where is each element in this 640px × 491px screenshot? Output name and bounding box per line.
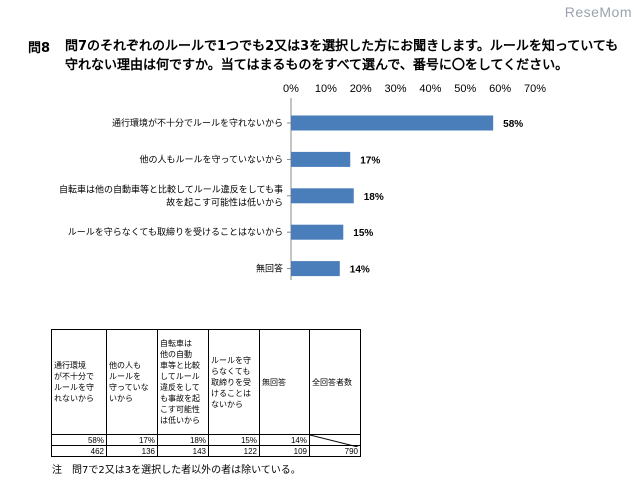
header-line: 取締りを受 bbox=[211, 377, 251, 387]
header-line: は低いから bbox=[160, 416, 200, 425]
header-line: が不十分で bbox=[54, 372, 94, 381]
x-tick-label: 30% bbox=[385, 83, 407, 95]
header-5: 全回答者数 bbox=[312, 377, 358, 388]
data-label: 17% bbox=[360, 155, 380, 166]
header-line: 全回答者数 bbox=[312, 377, 352, 387]
category-label: 自転車は他の自動車等と比較してルール違反をしても事 bbox=[59, 183, 283, 195]
table-header-cell: 全回答者数 bbox=[309, 329, 361, 435]
x-tick-label: 20% bbox=[350, 83, 372, 95]
table-cell: 109 bbox=[259, 445, 310, 457]
table-header-row: 通行環境 が不十分で ルールを守 れないから 他の人も ルールを 守っていな いから 自転車… bbox=[51, 329, 361, 435]
header-line: こす可能性 bbox=[160, 405, 200, 414]
category-label: 通行環境が不十分でルールを守れないから bbox=[112, 117, 283, 129]
table-cell: 136 bbox=[106, 445, 158, 457]
x-tick-label: 60% bbox=[489, 83, 511, 95]
diagonal-line bbox=[310, 435, 358, 447]
bar bbox=[291, 151, 351, 167]
x-tick-label: 70% bbox=[524, 83, 546, 95]
header-line: 自転車は bbox=[160, 339, 192, 348]
header-line: れないから bbox=[54, 394, 94, 403]
table-cell: 122 bbox=[208, 445, 260, 457]
header-line: 他の自動 bbox=[160, 350, 192, 359]
header-line: 無回答 bbox=[262, 377, 286, 387]
header-line: 通行環境 bbox=[54, 361, 86, 370]
header-3: ルールを守 らなくても 取締りを受 けることは ないから bbox=[211, 355, 257, 410]
bar bbox=[291, 261, 340, 277]
bar bbox=[291, 224, 344, 240]
header-line: 守っていな bbox=[109, 383, 149, 392]
table-cell: 14% bbox=[259, 434, 310, 446]
watermark-logo: ReseMom bbox=[564, 4, 632, 20]
table-cell-diagonal bbox=[309, 434, 361, 447]
header-line: ルールを守 bbox=[211, 355, 251, 365]
header-line: 車等と比較 bbox=[160, 361, 200, 370]
table-header-cell: 無回答 bbox=[259, 329, 310, 435]
header-line: ルールを bbox=[109, 372, 141, 381]
data-label: 14% bbox=[350, 265, 370, 276]
table-cell: 462 bbox=[51, 445, 107, 457]
question-number: 問8 bbox=[28, 41, 51, 56]
category-label: 他の人もルールを守っていないから bbox=[139, 153, 283, 165]
header-1: 他の人もルールを守っていないから bbox=[109, 360, 155, 404]
table-cell: 15% bbox=[208, 434, 260, 446]
bar bbox=[291, 115, 494, 131]
category-label: 故を起こす可能性は低いから bbox=[166, 196, 283, 208]
bar-chart: 0% 10% 20% 30% 40% 50% 60% 70% 58% 通行環境が不十分でルールを守… bbox=[59, 83, 546, 280]
category-label: ルールを守らなくても取締りを受けることはないから bbox=[68, 226, 283, 238]
table-cell: 18% bbox=[157, 434, 209, 446]
header-line: いから bbox=[109, 394, 133, 403]
header-line: ルールを守 bbox=[54, 383, 94, 392]
table-cell: 17% bbox=[106, 434, 158, 446]
table-header-cell: 自転車は他の自動車等と比較してルール違反をしても事故を起こす可能性は低いから bbox=[157, 329, 209, 435]
data-table: 通行環境 が不十分で ルールを守 れないから 他の人も ルールを 守っていな いから 自転車… bbox=[51, 329, 361, 457]
header-line: も事故を起 bbox=[160, 394, 200, 403]
data-label: 18% bbox=[364, 192, 384, 203]
table-cell: 143 bbox=[157, 445, 209, 457]
footnote: 注 問7で2又は3を選択した者以外の者は除いている。 bbox=[52, 465, 301, 476]
table-header-cell: ルールを守 らなくても 取締りを受 けることは ないから bbox=[208, 329, 260, 435]
bar bbox=[291, 188, 354, 204]
header-line: ないから bbox=[211, 399, 243, 409]
header-line: らなくても bbox=[211, 366, 251, 376]
table-cell: 58% bbox=[51, 434, 107, 446]
header-line: 違反をして bbox=[160, 383, 200, 392]
header-line: してルール bbox=[160, 372, 200, 381]
table-row-percent: 58% 17% 18% 15% 14% bbox=[51, 434, 361, 447]
x-tick-label: 0% bbox=[283, 83, 299, 95]
header-4: 無回答 bbox=[262, 377, 307, 388]
header-2: 自転車は他の自動車等と比較してルール違反をしても事故を起こす可能性は低いから bbox=[160, 338, 206, 426]
table-cell: 790 bbox=[309, 445, 361, 457]
x-tick-label: 40% bbox=[419, 83, 441, 95]
table-header-cell: 他の人もルールを守っていないから bbox=[106, 329, 158, 435]
table-row-count: 462 136 143 122 109 790 bbox=[51, 445, 361, 457]
data-label: 58% bbox=[503, 119, 523, 130]
table-header-cell: 通行環境が不十分でルールを守れないから bbox=[51, 329, 107, 435]
category-label: 無回答 bbox=[256, 263, 283, 275]
x-tick-label: 10% bbox=[315, 83, 337, 95]
header-line: けることは bbox=[211, 388, 251, 398]
question-text: 問7のそれぞれのルールで1つでも2又は3を選択した方にお聞きします。ルールを知っ… bbox=[65, 39, 619, 73]
header-0: 通行環境が不十分でルールを守れないから bbox=[54, 360, 104, 404]
x-tick-label: 50% bbox=[454, 83, 476, 95]
header-line: 他の人も bbox=[109, 361, 141, 370]
data-label: 15% bbox=[353, 228, 373, 239]
